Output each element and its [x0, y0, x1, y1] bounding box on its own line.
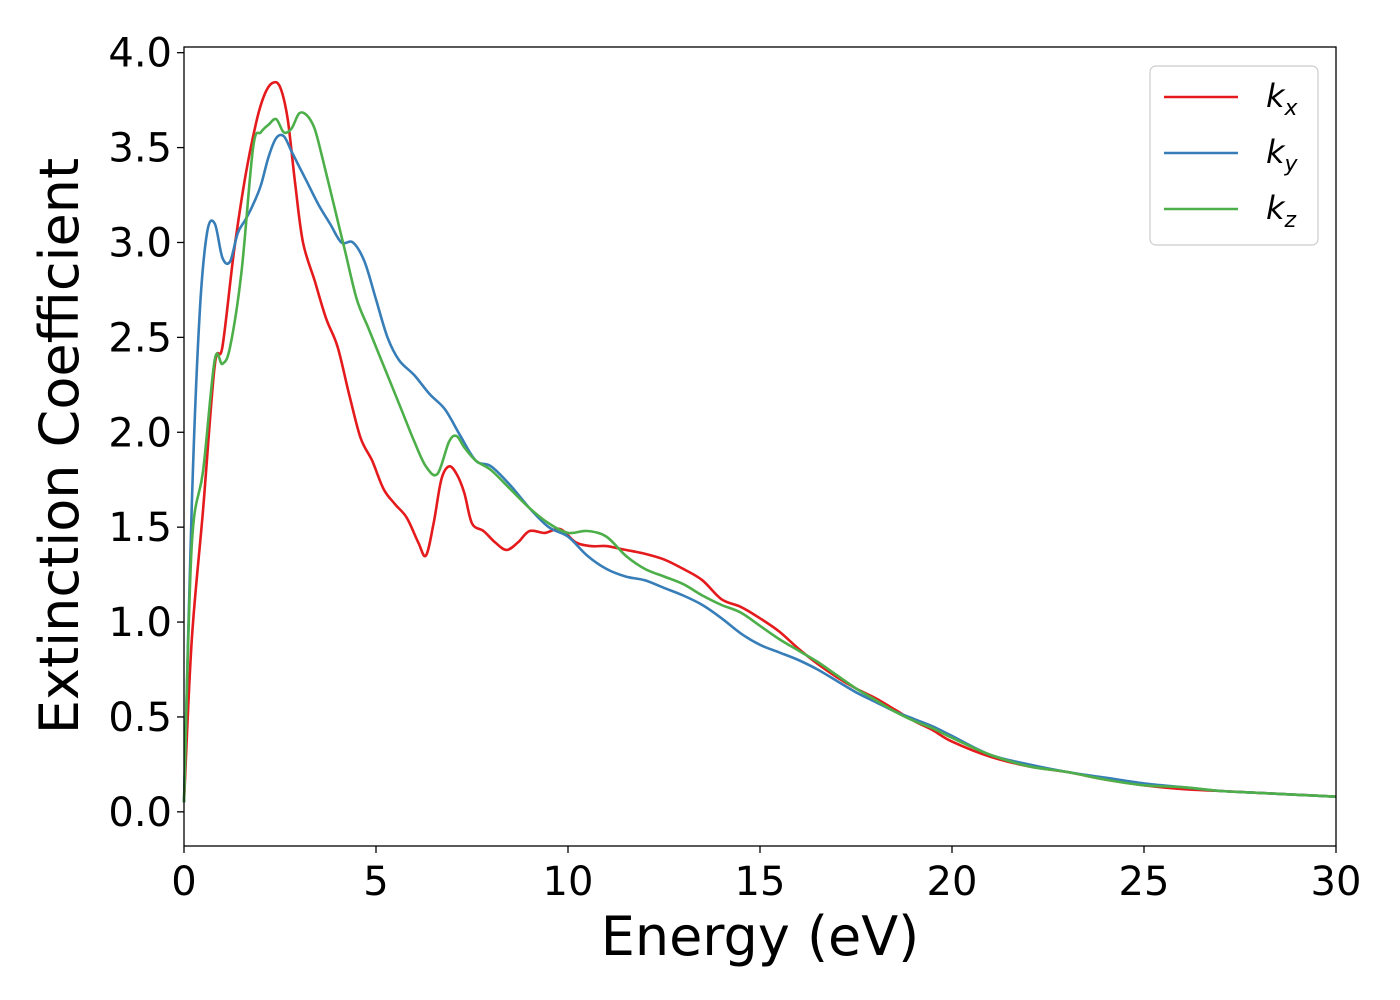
series-line-z [182, 111, 1337, 803]
y-tick-label: 0.0 [108, 790, 172, 836]
y-tick-label: 0.5 [108, 695, 172, 741]
x-tick-label: 10 [543, 859, 594, 905]
legend-label-x: kx [1266, 77, 1299, 121]
y-tick-label: 2.5 [108, 315, 172, 361]
legend-label-y: ky [1266, 133, 1299, 177]
y-tick-label: 1.5 [108, 505, 172, 551]
x-tick-label: 30 [1311, 859, 1362, 905]
y-tick-label: 3.5 [108, 126, 172, 172]
legend: kx ky kz [1149, 65, 1319, 246]
y-tick-label: 3.0 [108, 220, 172, 266]
legend-label-z: kz [1266, 189, 1297, 233]
x-tick-label: 5 [363, 859, 388, 905]
x-axis-title: Energy (eV) [601, 905, 920, 968]
x-tick-label: 25 [1119, 859, 1170, 905]
y-tick-label: 1.0 [108, 600, 172, 646]
series-line-y [182, 133, 1337, 803]
legend-box [1149, 65, 1319, 246]
series-layer [182, 80, 1337, 803]
y-tick-label: 2.0 [108, 410, 172, 456]
x-tick-label: 0 [171, 859, 196, 905]
y-axis-ticks: 0.0 0.5 1.0 1.5 2.0 2.5 3.0 3.5 4.0 [108, 31, 184, 836]
x-axis-ticks: 0 5 10 15 20 25 30 [171, 846, 1361, 905]
x-tick-label: 20 [927, 859, 978, 905]
y-tick-label: 4.0 [108, 31, 172, 77]
x-tick-label: 15 [735, 859, 786, 905]
y-axis-title: Extinction Coefficient [28, 158, 91, 734]
